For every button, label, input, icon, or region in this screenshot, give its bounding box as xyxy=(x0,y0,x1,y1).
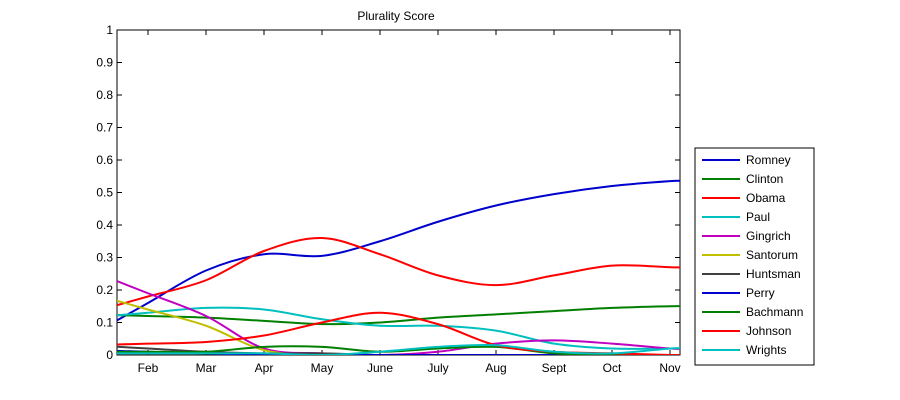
x-tick-label: June xyxy=(367,361,393,375)
y-tick-label: 0.4 xyxy=(96,218,113,232)
x-tick-label: May xyxy=(311,361,334,375)
x-tick-label: Feb xyxy=(138,361,159,375)
legend-label-bachmann: Bachmann xyxy=(746,305,803,319)
y-tick-label: 0 xyxy=(106,348,113,362)
x-tick-label: Sept xyxy=(542,361,567,375)
legend-label-wrights: Wrights xyxy=(746,343,786,357)
legend-label-paul: Paul xyxy=(746,210,770,224)
y-tick-label: 0.2 xyxy=(96,283,113,297)
series-line-paul xyxy=(117,306,680,350)
series-line-santorum xyxy=(117,299,680,355)
y-tick-label: 0.5 xyxy=(96,186,113,200)
y-tick-label: 0.9 xyxy=(96,56,113,70)
y-tick-label: 0.1 xyxy=(96,316,113,330)
legend-label-perry: Perry xyxy=(746,286,775,300)
legend-box xyxy=(694,147,815,366)
x-tick-label: Aug xyxy=(485,361,506,375)
series-line-bachmann xyxy=(117,345,680,355)
series-line-romney xyxy=(117,179,680,322)
legend-label-clinton: Clinton xyxy=(746,172,783,186)
legend-label-obama: Obama xyxy=(746,191,786,205)
legend-label-johnson: Johnson xyxy=(746,324,791,338)
legend-label-santorum: Santorum xyxy=(746,248,798,262)
x-tick-label: Mar xyxy=(196,361,217,375)
legend-label-huntsman: Huntsman xyxy=(746,267,801,281)
legend-label-gingrich: Gingrich xyxy=(746,229,791,243)
x-tick-label: July xyxy=(427,361,448,375)
series-line-clinton xyxy=(117,305,680,326)
series-line-wrights xyxy=(117,344,680,355)
axes-box xyxy=(116,29,681,356)
y-tick-label: 0.8 xyxy=(96,88,113,102)
series-lines xyxy=(117,179,680,355)
legend: Romney Clinton Obama Paul Gingrich Santorum Hu… xyxy=(694,147,815,366)
y-tick-label: 0.3 xyxy=(96,251,113,265)
y-tick-label: 1 xyxy=(106,23,113,37)
x-tick-label: Apr xyxy=(255,361,274,375)
x-tick-label: Oct xyxy=(603,361,622,375)
chart-title: Plurality Score xyxy=(357,9,435,23)
x-tick-label: Nov xyxy=(659,361,680,375)
y-tick-label: 0.7 xyxy=(96,121,113,135)
plot-area: 0 0.1 0.2 0.3 0.4 0.5 0.6 0.7 0.8 0.9 1 Feb Mar Apr Ma… xyxy=(96,23,681,375)
y-tick-label: 0.6 xyxy=(96,153,113,167)
series-line-obama xyxy=(117,236,680,307)
legend-label-romney: Romney xyxy=(746,153,791,167)
